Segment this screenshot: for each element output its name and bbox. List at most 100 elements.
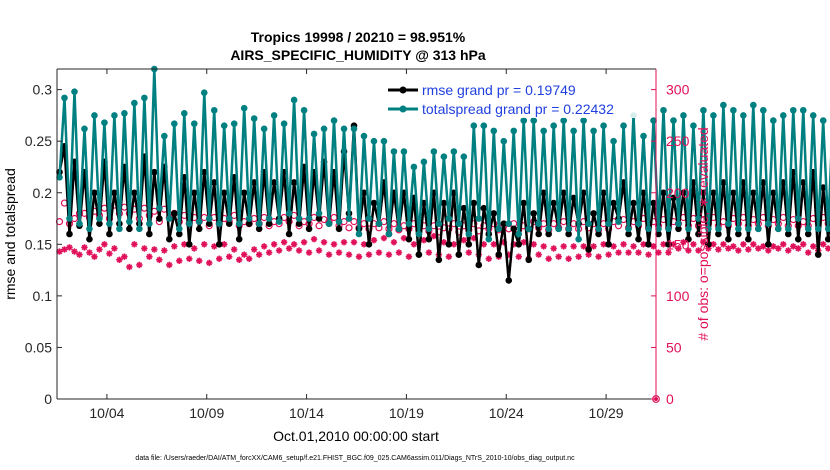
- rmse-point: [235, 235, 243, 243]
- totalspread-point: [774, 225, 782, 233]
- rmse-point: [505, 277, 513, 284]
- rmse-point: [106, 230, 113, 238]
- totalspread-point: [360, 132, 368, 140]
- totalspread-point: [420, 158, 428, 166]
- obs-evaluated-point: [780, 241, 787, 248]
- rmse-point: [794, 235, 802, 243]
- rmse-point: [510, 225, 518, 233]
- rmse-point: [435, 256, 443, 264]
- obs-evaluated-point: [745, 246, 752, 253]
- obs-evaluated-point: [226, 253, 233, 260]
- totalspread-point: [779, 112, 787, 119]
- y-tick-label-left: 0.3: [33, 82, 53, 98]
- rmse-point: [765, 241, 772, 248]
- totalspread-point: [315, 210, 323, 217]
- y-tick-label-right: 300: [666, 82, 690, 98]
- totalspread-point: [804, 225, 812, 233]
- obs-evaluated-point: [136, 261, 143, 269]
- totalspread-point: [480, 122, 488, 130]
- rmse-point: [480, 204, 488, 212]
- obs-evaluated-point: [730, 243, 737, 250]
- rmse-point: [86, 235, 93, 243]
- rmse-point: [655, 230, 662, 238]
- totalspread-point: [440, 153, 448, 160]
- rmse-point: [670, 194, 677, 202]
- totalspread-point: [395, 225, 403, 233]
- obs-evaluated-point: [315, 247, 323, 254]
- totalspread-point: [550, 122, 557, 130]
- obs-evaluated-point: [250, 246, 258, 253]
- rmse-point: [415, 251, 423, 258]
- obs-evaluated-point: [630, 243, 637, 250]
- rmse-point: [750, 189, 757, 197]
- obs-evaluated-point: [340, 239, 348, 246]
- rmse-point: [730, 189, 737, 197]
- zero-obs-possible-point: [652, 395, 660, 403]
- obs-evaluated-point: [365, 251, 373, 258]
- obs-evaluated-point: [380, 234, 388, 242]
- totalspread-point: [670, 117, 677, 124]
- totalspread-point: [750, 101, 757, 109]
- obs-evaluated-point: [820, 241, 827, 248]
- obs-evaluated-point: [141, 245, 148, 252]
- obs-evaluated-point: [395, 249, 403, 256]
- obs-evaluated-point: [71, 248, 78, 255]
- obs-evaluated-point: [166, 261, 173, 269]
- totalspread-point: [765, 220, 772, 227]
- obs-evaluated-point: [300, 239, 308, 246]
- obs-evaluated-point: [560, 243, 567, 250]
- obs-evaluated-point: [670, 241, 677, 248]
- rmse-point: [200, 168, 208, 176]
- totalspread-point: [685, 225, 692, 233]
- obs-evaluated-point: [390, 239, 398, 246]
- obs-evaluated-point: [715, 246, 722, 253]
- totalspread-point: [345, 215, 353, 222]
- rmse-point: [245, 220, 253, 227]
- rmse-point: [530, 210, 538, 217]
- totalspread-point: [330, 117, 338, 124]
- legend-label-totalspread: totalspread grand pr = 0.22432: [422, 101, 614, 117]
- totalspread-point: [715, 225, 722, 233]
- y-tick-label-right: 200: [666, 185, 690, 201]
- obs-evaluated-point: [665, 249, 672, 256]
- x-tick-label: 10/04: [89, 405, 124, 421]
- totalspread-point: [545, 225, 552, 233]
- totalspread-point: [390, 148, 398, 155]
- obs-evaluated-point: [116, 256, 123, 263]
- rmse-point: [595, 230, 602, 238]
- rmse-point: [440, 199, 448, 207]
- rmse-point: [270, 179, 278, 186]
- totalspread-point: [784, 225, 792, 233]
- rmse-point: [660, 189, 667, 197]
- y-axis-label-right: # of obs: o=possible; ∗=evaluated: [695, 127, 711, 340]
- totalspread-point: [380, 137, 388, 145]
- totalspread-point: [530, 117, 538, 124]
- rmse-point: [285, 230, 293, 238]
- y-tick-label-right: 0: [666, 391, 674, 407]
- rmse-point: [770, 189, 777, 197]
- totalspread-point: [190, 120, 198, 127]
- rmse-point: [171, 210, 178, 217]
- rmse-point: [590, 210, 597, 217]
- totalspread-point: [740, 112, 747, 119]
- totalspread-point: [809, 112, 817, 119]
- obs-evaluated-point: [620, 241, 627, 248]
- obs-evaluated-point: [550, 245, 557, 252]
- rmse-point: [490, 210, 498, 217]
- rmse-point: [455, 251, 463, 258]
- obs-evaluated-point: [680, 239, 687, 246]
- totalspread-point: [490, 127, 498, 135]
- obs-evaluated-point: [91, 253, 98, 260]
- rmse-point: [315, 215, 323, 222]
- totalspread-point: [175, 225, 183, 233]
- obs-evaluated-point: [240, 251, 248, 258]
- totalspread-point: [475, 215, 483, 222]
- totalspread-point: [555, 225, 562, 233]
- totalspread-point: [745, 225, 752, 233]
- rmse-point: [220, 189, 228, 197]
- zero-obs-evaluated-point: [654, 397, 658, 401]
- totalspread-point: [255, 220, 263, 227]
- rmse-point: [126, 225, 133, 233]
- obs-evaluated-point: [785, 247, 792, 254]
- totalspread-point: [580, 117, 587, 124]
